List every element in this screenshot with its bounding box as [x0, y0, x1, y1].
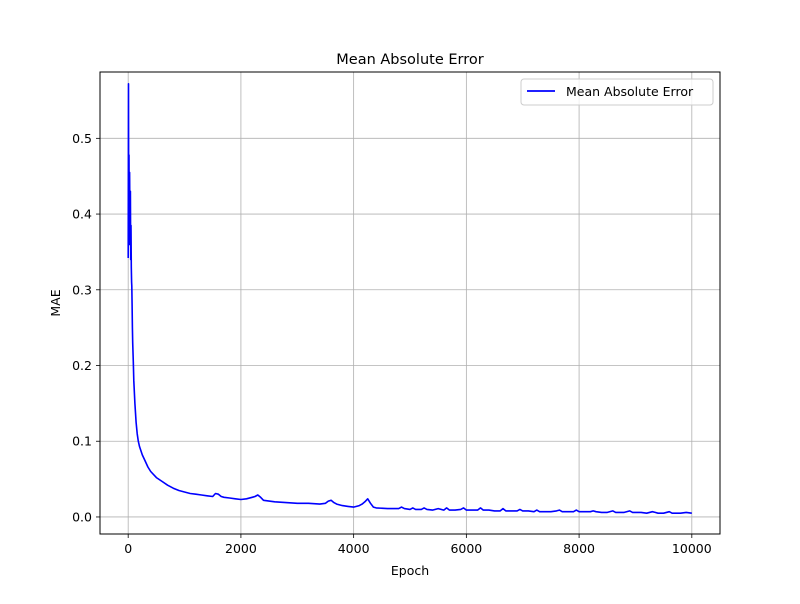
chart-title: Mean Absolute Error: [336, 52, 483, 68]
x-tick-label: 8000: [563, 541, 595, 556]
y-tick-label: 0.0: [72, 509, 92, 524]
y-tick-label: 0.5: [72, 131, 92, 146]
legend: Mean Absolute Error: [520, 78, 714, 106]
y-axis-label: MAE: [48, 289, 63, 316]
x-tick-label: 0: [124, 541, 132, 556]
legend-box: [520, 78, 714, 106]
plot-frame: [99, 71, 721, 535]
series-line-mae: [127, 83, 692, 515]
data-layer: [127, 83, 692, 515]
x-tick-label: 2000: [225, 541, 257, 556]
x-axis-label: Epoch: [391, 563, 429, 578]
grid-layer: [100, 72, 720, 534]
x-tick-label: 6000: [450, 541, 482, 556]
tick-layer: 0 2000 4000 6000 8000 10000 0.0 0.1 0.2 0.3 0.4 0.5: [72, 131, 712, 556]
y-tick-label: 0.4: [72, 207, 92, 222]
y-tick-label: 0.1: [72, 434, 92, 449]
y-tick-label: 0.2: [72, 358, 92, 373]
x-tick-label: 10000: [672, 541, 712, 556]
x-tick-label: 4000: [338, 541, 370, 556]
legend-label: Mean Absolute Error: [566, 84, 694, 99]
y-tick-label: 0.3: [72, 282, 92, 297]
